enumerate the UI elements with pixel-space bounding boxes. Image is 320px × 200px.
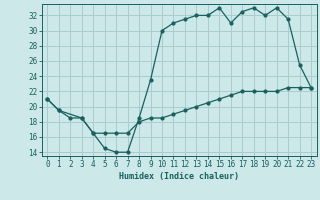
X-axis label: Humidex (Indice chaleur): Humidex (Indice chaleur) bbox=[119, 172, 239, 181]
